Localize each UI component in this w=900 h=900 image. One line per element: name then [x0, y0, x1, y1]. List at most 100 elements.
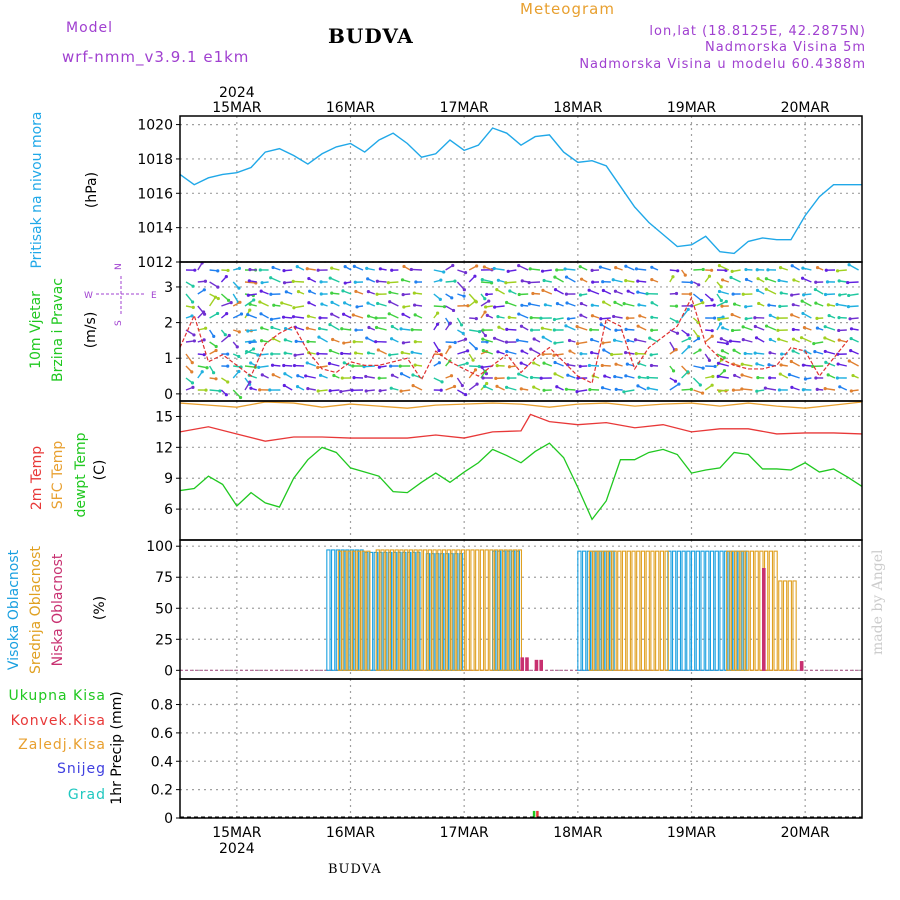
wind-arrow-head	[409, 267, 413, 272]
wind-arrow-head	[375, 279, 379, 283]
wind-arrow-head	[849, 336, 853, 341]
wind-arrow-head	[355, 305, 359, 309]
wind-arrow	[824, 326, 836, 331]
wind-arrow	[836, 303, 847, 307]
wind-arrow-head	[517, 264, 521, 268]
wind-arrow-head	[437, 348, 441, 353]
temp-2m-line	[179, 413, 863, 442]
wind-arrow-head	[717, 264, 722, 268]
wind-arrow-head	[814, 376, 818, 380]
wind-arrow-head	[291, 315, 296, 319]
y-tick-label: 1	[164, 351, 173, 367]
wind-arrow	[765, 288, 777, 295]
wind-arrow-head	[237, 286, 241, 290]
wind-arrow	[456, 281, 465, 291]
wind-arrow-head	[801, 311, 805, 316]
wind-arrow-head	[777, 278, 781, 283]
wind-arrow-head	[374, 325, 379, 330]
wind-arrow-head	[814, 280, 818, 284]
wind-arrow-head	[701, 267, 705, 272]
wind-arrow	[789, 373, 800, 379]
wind-arrow-head	[216, 296, 220, 301]
wind-arrow-head	[270, 352, 274, 356]
wind-arrow	[517, 339, 529, 343]
high-cloud-bar	[681, 550, 686, 671]
dewpoint-axis-title: dewpt Temp	[73, 432, 89, 517]
wind-arrow-head	[613, 374, 617, 379]
wind-arrow-head	[283, 351, 287, 355]
wind-arrow	[693, 302, 704, 307]
wind-arrow-head	[270, 363, 275, 367]
mid-cloud-bar	[351, 550, 357, 671]
wind-arrow-head	[755, 288, 760, 292]
mid-cloud-bar	[588, 550, 594, 671]
wind-arrow-head	[710, 298, 714, 302]
mid-cloud-bar	[778, 580, 783, 671]
wind-arrow-head	[564, 324, 568, 328]
mid-cloud-bar	[631, 550, 636, 671]
wind-arrow-head	[376, 301, 380, 306]
wind-arrow	[317, 365, 328, 369]
wind-arrow-head	[485, 313, 489, 317]
wind-arrow	[469, 329, 480, 333]
wind-arrow-head	[505, 385, 509, 389]
wind-arrow-head	[388, 300, 392, 304]
mid-cloud-bar	[413, 549, 418, 671]
wind-arrow-head	[744, 277, 749, 282]
wind-arrow-head	[282, 383, 286, 388]
wind-arrow	[530, 268, 541, 271]
wind-arrow-head	[291, 279, 295, 284]
wind-arrow-head	[238, 300, 242, 304]
wind-arrow	[766, 325, 777, 331]
wind-arrow-head	[340, 351, 344, 356]
wind-arrow	[468, 341, 477, 350]
wind-arrow-head	[271, 373, 275, 377]
wind-arrow-head	[224, 393, 228, 397]
wind-arrow-head	[634, 352, 638, 356]
wind-arrow-head	[191, 284, 195, 288]
wind-arrow	[766, 278, 777, 283]
wind-arrow-head	[612, 314, 616, 319]
wind-arrow-head	[847, 293, 851, 298]
wind-arrow-head	[710, 334, 714, 338]
wind-arrow-head	[552, 317, 557, 322]
wind-arrow-head	[473, 299, 477, 303]
low-cloud-bar	[799, 661, 804, 671]
wind-arrow-head	[305, 326, 309, 330]
wind-arrow-head	[306, 314, 311, 318]
wind-arrow-head	[249, 386, 253, 390]
wind-arrow-head	[847, 263, 851, 267]
wind-arrow-head	[367, 325, 371, 330]
wind-arrow-head	[203, 279, 208, 283]
wind-arrow-head	[764, 324, 769, 328]
wind-arrow-head	[190, 370, 194, 374]
wind-arrow-head	[269, 276, 273, 280]
compass-south: S	[114, 320, 124, 326]
wind-arrow-head	[764, 287, 768, 291]
wind-arrow-head	[281, 315, 286, 319]
wind-arrow-head	[365, 336, 369, 340]
wind-arrow-head	[814, 301, 818, 305]
wind-arrow-head	[223, 333, 227, 337]
wind-arrow-head	[249, 361, 253, 365]
wind-arrow-head	[225, 312, 229, 316]
wind-arrow-head	[366, 290, 370, 294]
wind-arrow-head	[753, 324, 757, 329]
wind-arrow-head	[515, 338, 520, 342]
wind-arrow-head	[366, 351, 371, 355]
x-tick-label-bottom: 15MAR	[212, 825, 261, 841]
wind-arrow	[209, 281, 219, 288]
dewpoint-line	[179, 442, 863, 521]
wind-arrow-head	[779, 291, 783, 295]
wind-arrow	[553, 353, 564, 356]
high-cloud-bar	[672, 550, 677, 671]
wind-arrow-head	[753, 351, 757, 355]
mid-cloud-bar	[754, 550, 759, 671]
wind-arrow	[505, 281, 517, 284]
total-rain-bar	[532, 810, 536, 818]
wind-arrow-head	[763, 386, 767, 390]
high-cloud-bar	[709, 550, 715, 671]
wind-arrow-head	[838, 385, 842, 389]
wind-arrow-head	[744, 305, 748, 309]
wind-arrow-head	[259, 312, 263, 316]
